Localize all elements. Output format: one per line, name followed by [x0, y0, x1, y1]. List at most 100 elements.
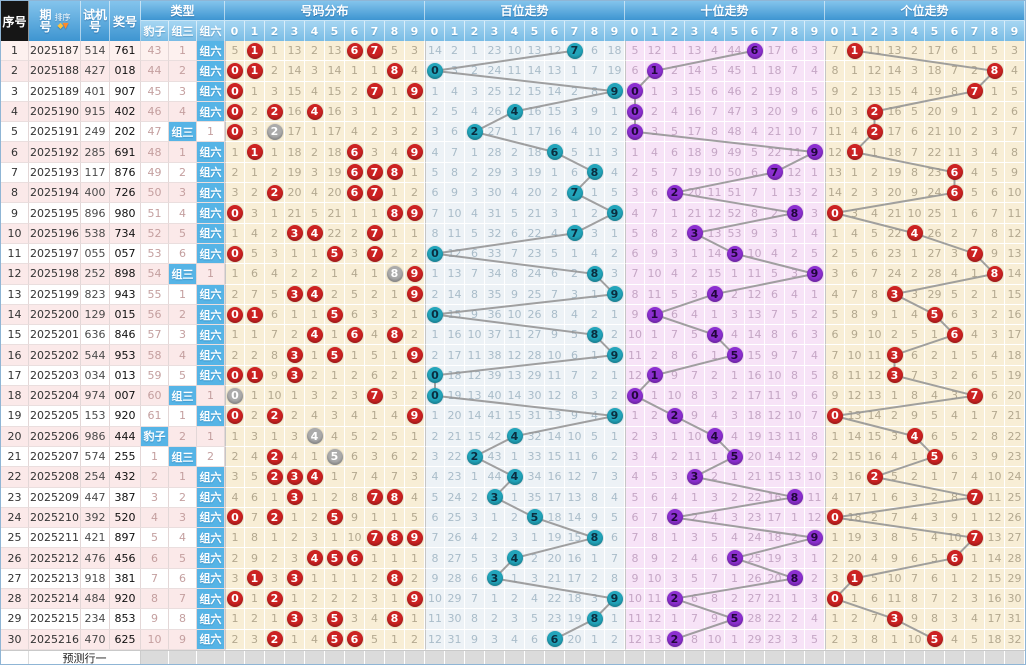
cell-ge-0: 5	[825, 304, 845, 326]
cell-ge-8: 4	[985, 345, 1005, 366]
cell-type-0: 3	[141, 487, 169, 508]
cell-dist-4: 1	[305, 345, 325, 366]
cell-bai-9: 2	[605, 386, 625, 407]
cell-shi-3: 17	[685, 122, 705, 143]
cell-type-2: 组六	[197, 142, 225, 163]
cell-shi-6: 6	[745, 41, 765, 62]
cell-shi-8: 7	[785, 61, 805, 82]
cell-period: 2025201	[29, 325, 81, 346]
cell-dist-3: 2	[285, 528, 305, 549]
cell-type-2: 组六	[197, 81, 225, 102]
cell-shi-0: 0	[625, 386, 645, 407]
cell-bai-5: 16	[525, 101, 545, 123]
cell-shi-3: 8	[685, 386, 705, 407]
cell-dist-2: 2	[265, 406, 285, 427]
cell-test-number: 117	[81, 162, 110, 184]
cell-ge-3: 3	[885, 365, 905, 387]
cell-ge-4: 9	[905, 609, 925, 630]
cell-ge-1: 13	[845, 406, 865, 427]
cell-bai-5: 21	[525, 203, 545, 224]
cell-bai-1: 18	[445, 365, 465, 387]
table-row: 14 2025200 129 015 56 2 组六 0 1 6 1 1 5 6 3 2 1 0 15 9 36 10 26…	[1, 304, 1025, 326]
table-row: 11 2025197 055 057 53 6 组六 0 5 3 1 1 5 3 7 2 2 0 12 6 33 7 23 5…	[1, 243, 1025, 265]
cell-bai-3: 44	[485, 467, 505, 488]
cell-dist-9: 1	[405, 426, 425, 447]
hit-circle-red: 6	[346, 144, 363, 161]
cell-dist-5: 5	[325, 507, 345, 529]
cell-dist-5: 5	[325, 548, 345, 569]
cell-dist-0: 0	[225, 386, 245, 407]
cell-bai-3: 36	[485, 304, 505, 326]
cell-test-number: 055	[81, 243, 110, 265]
cell-bai-4: 12	[505, 345, 525, 366]
cell-shi-4: 13	[705, 223, 725, 244]
sort-control[interactable]: 排序 ◆▼	[55, 13, 71, 30]
cell-period: 2025188	[29, 61, 81, 82]
cell-period: 2025207	[29, 446, 81, 468]
cell-ge-3: 7	[885, 507, 905, 529]
cell-dist-4: 1	[305, 243, 325, 265]
cell-bai-5: 15	[525, 81, 545, 102]
cell-ge-0: 11	[825, 122, 845, 143]
hit-circle-red: 9	[406, 347, 423, 364]
cell-dist-7: 1	[365, 264, 385, 285]
cell-dist-7: 1	[365, 101, 385, 123]
hit-circle-red: 4	[306, 103, 323, 120]
cell-bai-0: 0	[425, 304, 445, 326]
cell-dist-8: 1	[385, 629, 405, 650]
table-row: 22 2025208 254 432 2 1 组六 3 5 2 3 4 1 7 4 7 3 4 23 1 44 4 34 16…	[1, 467, 1025, 488]
cell-dist-1: 2	[245, 609, 265, 630]
cell-shi-8: 10	[785, 122, 805, 143]
cell-shi-0: 10	[625, 589, 645, 610]
cell-bai-6: 21	[545, 568, 565, 590]
cell-shi-1: 9	[645, 548, 665, 569]
type-badge: 组六	[197, 142, 224, 162]
cell-dist-2: 2	[265, 467, 285, 488]
cell-shi-9: 6	[805, 386, 825, 407]
cell-ge-5: 5	[925, 446, 945, 468]
cell-dist-5: 18	[325, 142, 345, 163]
hit-circle-red: 2	[266, 103, 283, 120]
cell-bai-9: 6	[605, 528, 625, 549]
cell-dist-1: 9	[245, 548, 265, 569]
digit-header-cell: 1	[845, 21, 865, 41]
cell-period: 2025215	[29, 609, 81, 630]
cell-type-2: 组六	[197, 162, 225, 184]
cell-shi-3: 8	[685, 629, 705, 650]
cell-dist-5: 1	[325, 365, 345, 387]
tens-hit-circle: 6	[746, 42, 763, 59]
cell-ge-2: 1	[865, 142, 885, 163]
cell-shi-2: 3	[665, 81, 685, 102]
cell-dist-5: 22	[325, 223, 345, 244]
cell-shi-4: 5	[705, 528, 725, 549]
footer-cell	[141, 651, 169, 664]
cell-bai-2: 3	[465, 507, 485, 529]
footer-cell	[745, 651, 765, 664]
hit-circle-red: 8	[386, 489, 403, 506]
cell-dist-9: 2	[405, 446, 425, 468]
digit-header-cell: 9	[805, 21, 825, 41]
cell-ge-2: 12	[865, 365, 885, 387]
cell-bai-7: 17	[565, 568, 585, 590]
cell-bai-3: 3	[485, 629, 505, 650]
cell-bai-0: 9	[425, 568, 445, 590]
cell-type-2: 组六	[197, 589, 225, 610]
cell-shi-6: 9	[745, 223, 765, 244]
cell-dist-5: 1	[325, 264, 345, 285]
cell-dist-5: 3	[325, 406, 345, 427]
cell-bai-4: 4	[505, 183, 525, 204]
cell-dist-0: 2	[225, 345, 245, 366]
cell-bai-3: 35	[485, 284, 505, 305]
cell-ge-1: 17	[845, 487, 865, 508]
cell-ge-6: 3	[945, 243, 965, 265]
cell-shi-2: 3	[665, 568, 685, 590]
cell-dist-0: 3	[225, 183, 245, 204]
cell-shi-9: 2	[805, 183, 825, 204]
prediction-row-tab[interactable]: 预测行一	[29, 651, 141, 664]
cell-ge-4: 6	[905, 345, 925, 366]
cell-dist-1: 1	[245, 304, 265, 326]
cell-shi-4: 14	[705, 243, 725, 265]
table-row: 5 2025191 249 202 47 组三 1 0 3 2 17 1 17 4 2 3 2 3 6 2 27 1 17 1…	[1, 122, 1025, 143]
cell-bai-4: 4	[505, 548, 525, 569]
cell-dist-2: 1	[265, 609, 285, 630]
